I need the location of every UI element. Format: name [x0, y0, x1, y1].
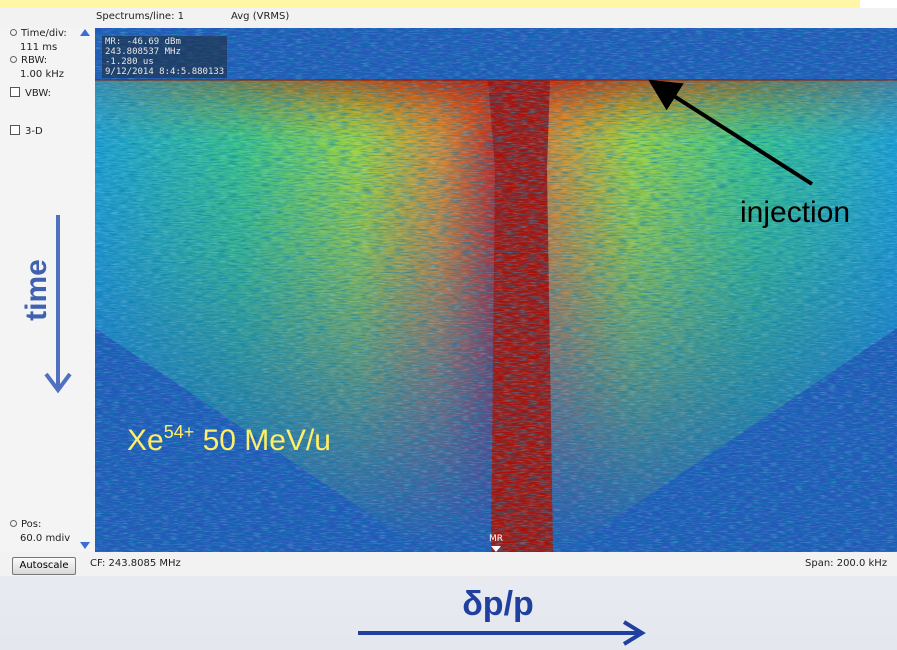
- spectrums-per-line: Spectrums/line: 1: [96, 11, 184, 22]
- top-bar: [0, 0, 860, 8]
- three-d-label: 3-D: [25, 126, 43, 137]
- readout-line: -1.280 us: [105, 57, 224, 67]
- three-d-checkbox[interactable]: 3-D: [10, 125, 43, 137]
- time-div-value: 111 ms: [20, 42, 57, 53]
- scroll-markers: [78, 28, 92, 558]
- rbw-value: 1.00 kHz: [20, 69, 64, 80]
- readout-line: 243.808537 MHz: [105, 47, 224, 57]
- vbw-checkbox[interactable]: VBW:: [10, 87, 51, 99]
- readout-line: MR: -46.69 dBm: [105, 37, 224, 47]
- rbw-label: RBW:: [21, 55, 47, 66]
- pos-value: 60.0 mdiv: [20, 533, 70, 544]
- marker-readout: MR: -46.69 dBm 243.808537 MHz -1.280 us …: [102, 36, 227, 78]
- center-frequency: CF: 243.8085 MHz: [90, 558, 181, 569]
- momentum-label: δp/p: [462, 585, 534, 623]
- span: Span: 200.0 kHz: [805, 558, 887, 569]
- time-div-label: Time/div:: [21, 28, 67, 39]
- marker-label: MR: [489, 534, 503, 544]
- readout-line: 9/12/2014 8:4:5.880133: [105, 67, 224, 77]
- vbw-label: VBW:: [25, 88, 51, 99]
- autoscale-button[interactable]: Autoscale: [12, 557, 76, 575]
- pos-label: Pos:: [21, 519, 41, 530]
- average-mode: Avg (VRMS): [231, 11, 289, 22]
- header: Spectrums/line: 1 Avg (VRMS): [0, 8, 897, 28]
- footer: CF: 243.8085 MHz Span: 200.0 kHz: [0, 552, 897, 576]
- page: {"header": {"spectrums_per_line": "Spect…: [0, 0, 897, 650]
- momentum-arrow-head: [624, 622, 642, 644]
- left-panel: Time/div: 111 ms RBW: 1.00 kHz VBW: 3-D …: [0, 28, 95, 558]
- waterfall-display: MR: [95, 28, 897, 552]
